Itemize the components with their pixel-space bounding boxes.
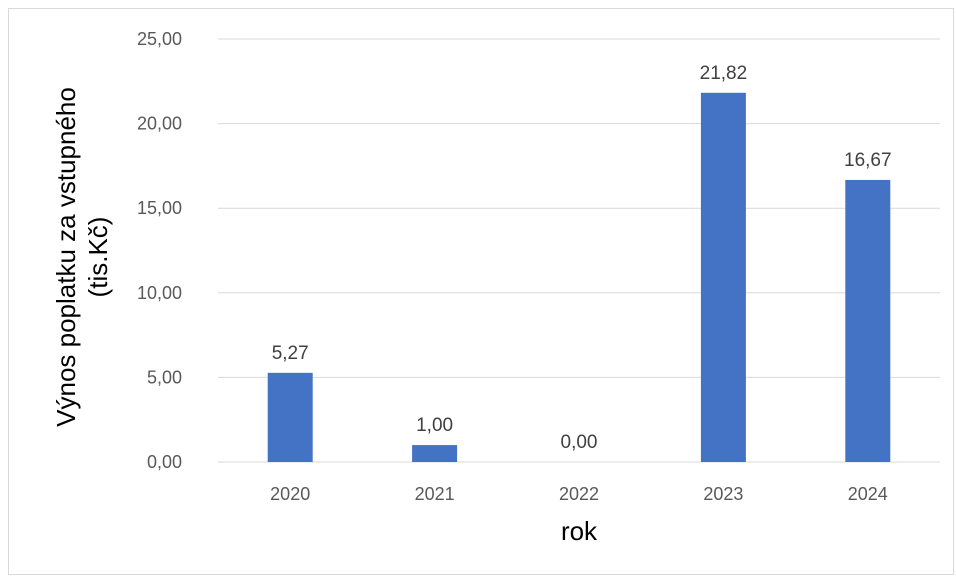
data-label-2021: 1,00 (416, 415, 453, 436)
x-tick-label-2020: 2020 (270, 484, 310, 504)
data-labels: 5,27 1,00 0,00 21,82 16,67 (272, 63, 892, 453)
y-axis-title-line-1: Výnos poplatku za vstupného (51, 87, 81, 427)
data-label-2023: 21,82 (700, 63, 748, 84)
bar-2023 (700, 92, 746, 462)
bar-chart: 0,00 5,00 10,00 15,00 20,00 25,00 5,27 1,00 0,0… (51, 29, 940, 546)
y-axis-tick-labels: 0,00 5,00 10,00 15,00 20,00 25,00 (137, 29, 182, 472)
y-tick-label: 0,00 (147, 452, 182, 472)
bar-2020 (267, 372, 313, 462)
gridlines (218, 38, 940, 463)
y-axis-title: Výnos poplatku za vstupného (tis.Kč) (51, 87, 113, 427)
bar-2024 (845, 179, 891, 462)
y-tick-label: 25,00 (137, 29, 182, 49)
data-label-2020: 5,27 (272, 343, 309, 364)
y-tick-label: 5,00 (147, 367, 182, 387)
y-tick-label: 20,00 (137, 114, 182, 134)
x-axis-tick-labels: 2020 2021 2022 2023 2024 (270, 484, 888, 504)
x-axis-title: rok (561, 516, 598, 546)
y-axis-title-line-2: (tis.Kč) (83, 217, 113, 298)
bars (267, 92, 891, 462)
data-label-2022: 0,00 (561, 432, 598, 453)
x-tick-label-2023: 2023 (703, 484, 743, 504)
y-tick-label: 15,00 (137, 198, 182, 218)
bar-2021 (412, 445, 458, 462)
x-tick-label-2021: 2021 (415, 484, 455, 504)
y-tick-label: 10,00 (137, 283, 182, 303)
x-tick-label-2022: 2022 (559, 484, 599, 504)
chart-frame: 0,00 5,00 10,00 15,00 20,00 25,00 5,27 1,00 0,0… (8, 8, 954, 575)
x-tick-label-2024: 2024 (848, 484, 888, 504)
data-label-2024: 16,67 (844, 150, 892, 171)
